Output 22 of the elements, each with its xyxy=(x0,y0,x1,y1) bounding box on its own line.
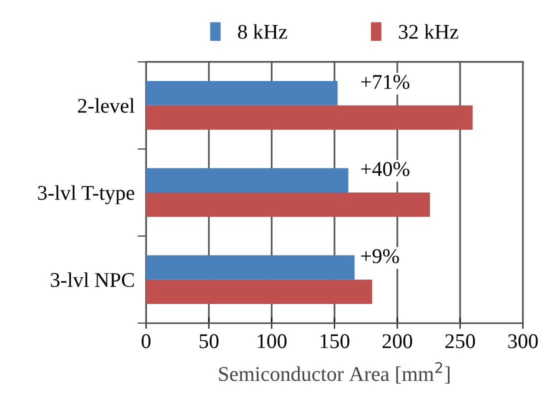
legend-label: 8 kHz xyxy=(238,24,288,39)
x-tick-label: 300 xyxy=(508,334,538,348)
annotation: +9% xyxy=(361,249,399,264)
legend-label: 32 kHz xyxy=(399,24,458,39)
y-tick-label: 3-lvl NPC xyxy=(50,272,134,288)
bar xyxy=(146,105,473,130)
annotation: +71% xyxy=(361,74,410,90)
bar xyxy=(146,81,338,106)
x-tick-label: 200 xyxy=(382,334,412,348)
x-tick-label: 150 xyxy=(320,334,350,348)
annotation: +40% xyxy=(361,162,410,176)
x-tick-label: 50 xyxy=(200,334,218,348)
bar xyxy=(146,255,355,280)
bar xyxy=(146,192,430,217)
y-tick-label: 3-lvl T-type xyxy=(38,185,134,204)
x-tick-label: 0 xyxy=(142,334,150,348)
x-axis-title: Semiconductor Area [mm$^{2}$] xyxy=(219,362,450,384)
x-tick-label: 250 xyxy=(445,334,475,348)
bar xyxy=(146,168,348,193)
bar xyxy=(146,280,372,304)
x-tick-label: 100 xyxy=(258,334,287,348)
y-tick-label: 2-level xyxy=(78,98,135,113)
